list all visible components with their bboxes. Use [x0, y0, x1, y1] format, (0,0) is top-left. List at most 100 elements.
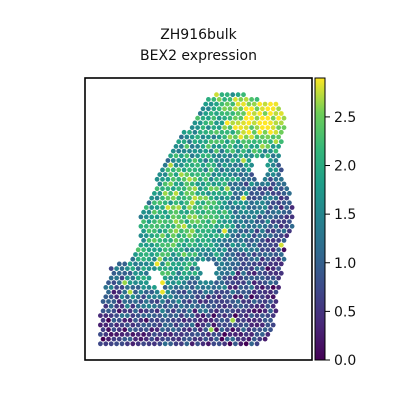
spot — [211, 210, 216, 215]
spot — [203, 280, 208, 285]
spot — [220, 327, 225, 332]
spot — [257, 280, 262, 285]
spot — [282, 219, 287, 224]
spot — [168, 247, 173, 252]
spot — [171, 337, 176, 342]
spot — [265, 257, 270, 262]
spot — [176, 186, 181, 191]
spot — [160, 205, 165, 210]
spot — [179, 200, 184, 205]
spot — [287, 200, 292, 205]
spot — [263, 271, 268, 276]
spot — [279, 186, 284, 191]
spot — [179, 341, 184, 346]
spot — [244, 125, 249, 130]
spot — [274, 215, 279, 220]
spot — [136, 313, 141, 318]
spot — [225, 92, 230, 97]
spot — [282, 125, 287, 130]
spot — [244, 210, 249, 215]
spot — [193, 215, 198, 220]
spot — [155, 215, 160, 220]
spot — [252, 243, 257, 248]
spot — [236, 139, 241, 144]
spot — [168, 182, 173, 187]
spot — [265, 294, 270, 299]
spot — [206, 116, 211, 121]
spot — [168, 210, 173, 215]
spot — [228, 247, 233, 252]
spot — [152, 313, 157, 318]
spot — [149, 337, 154, 342]
spot — [260, 285, 265, 290]
spot — [187, 299, 192, 304]
spot — [203, 299, 208, 304]
spot-layer — [98, 92, 295, 346]
spot — [244, 200, 249, 205]
spot — [149, 290, 154, 295]
spot — [149, 309, 154, 314]
spot — [187, 158, 192, 163]
spot — [222, 341, 227, 346]
spot — [160, 262, 165, 267]
spot — [201, 200, 206, 205]
spot — [125, 323, 130, 328]
spot — [139, 337, 144, 342]
spot — [125, 266, 130, 271]
spot — [211, 144, 216, 149]
spot — [225, 168, 230, 173]
spot — [228, 125, 233, 130]
spot — [252, 262, 257, 267]
spot — [228, 219, 233, 224]
spot — [160, 337, 165, 342]
spot — [271, 257, 276, 262]
spot — [252, 102, 257, 107]
spot — [171, 327, 176, 332]
spot — [195, 266, 200, 271]
spot — [271, 125, 276, 130]
spot — [179, 229, 184, 234]
spot — [195, 144, 200, 149]
spot — [190, 144, 195, 149]
spot — [228, 257, 233, 262]
spot — [263, 205, 268, 210]
spot — [195, 276, 200, 281]
spot — [187, 205, 192, 210]
spot — [209, 158, 214, 163]
spot — [179, 238, 184, 243]
spot — [209, 149, 214, 154]
spot — [225, 102, 230, 107]
spot — [241, 280, 246, 285]
spot — [174, 323, 179, 328]
spot — [244, 191, 249, 196]
spot — [265, 106, 270, 111]
spot — [241, 130, 246, 135]
spot — [233, 313, 238, 318]
spot — [147, 285, 152, 290]
spot — [217, 200, 222, 205]
spot — [171, 224, 176, 229]
spot — [195, 323, 200, 328]
spot — [149, 224, 154, 229]
spot — [282, 116, 287, 121]
spot — [249, 341, 254, 346]
spot — [271, 276, 276, 281]
spot — [233, 153, 238, 158]
spot — [193, 271, 198, 276]
spot — [276, 247, 281, 252]
spot — [238, 210, 243, 215]
spot — [225, 121, 230, 126]
spot — [187, 337, 192, 342]
spot — [101, 337, 106, 342]
spot — [233, 191, 238, 196]
spot — [144, 337, 149, 342]
spot — [274, 271, 279, 276]
spot — [274, 130, 279, 135]
spot — [201, 172, 206, 177]
spot — [225, 158, 230, 163]
spot — [149, 205, 154, 210]
spot — [222, 182, 227, 187]
spot — [190, 313, 195, 318]
spot — [249, 106, 254, 111]
spot — [247, 309, 252, 314]
